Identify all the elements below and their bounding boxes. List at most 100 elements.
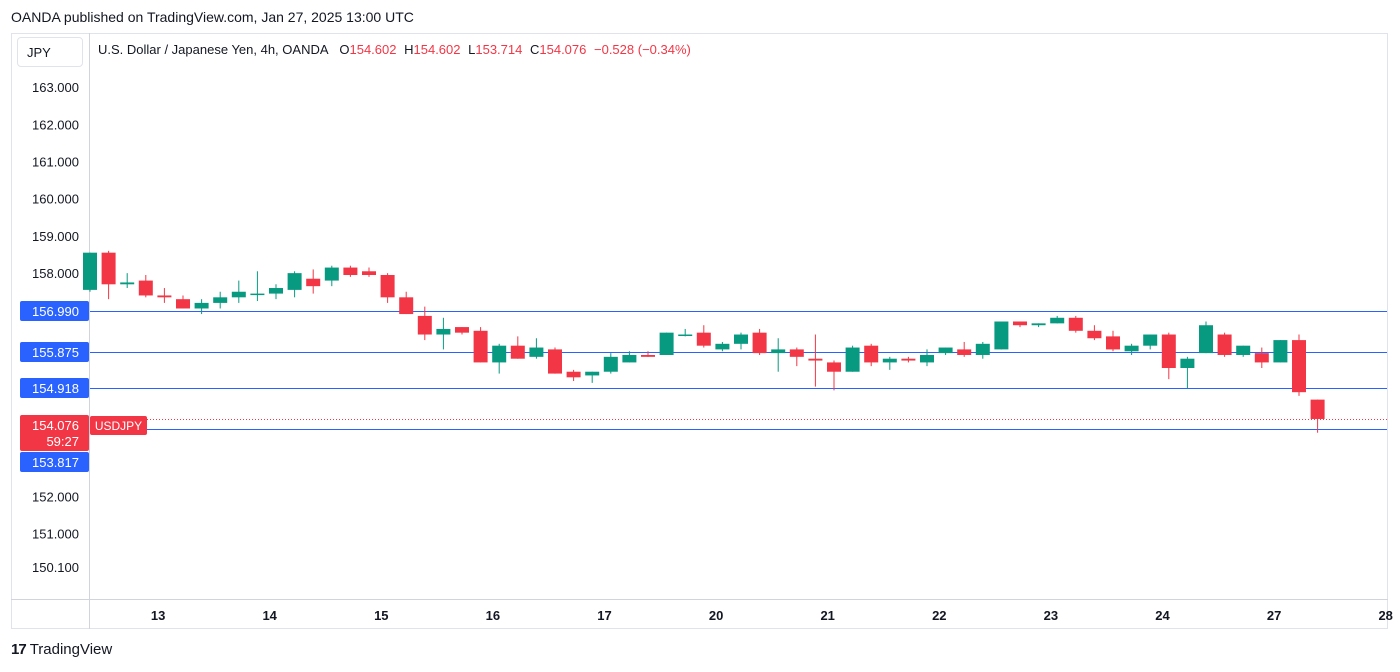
candle-up[interactable] [715, 343, 730, 350]
candle-up[interactable] [287, 273, 302, 290]
y-tick-label: 163.000 [32, 80, 79, 95]
candle-down[interactable] [566, 371, 581, 378]
candle-up[interactable] [1199, 325, 1213, 354]
candle-up[interactable] [1236, 345, 1251, 355]
candle-up[interactable] [771, 349, 786, 354]
legend-title: U.S. Dollar / Japanese Yen, 4h, OANDA [98, 42, 329, 57]
candle-down[interactable] [957, 349, 972, 355]
candle-up[interactable] [920, 354, 934, 363]
candle-down[interactable] [176, 299, 190, 309]
candle-down[interactable] [641, 354, 655, 357]
candle-up[interactable] [1143, 334, 1158, 346]
symbol-tag-label: USDJPY [95, 419, 142, 433]
candle-down[interactable] [138, 280, 153, 296]
candle-down[interactable] [1087, 330, 1102, 339]
candle-down[interactable] [696, 332, 711, 346]
candle-down[interactable] [1068, 317, 1083, 331]
candle-up[interactable] [1031, 323, 1046, 326]
candle-down[interactable] [455, 327, 469, 333]
candle-down[interactable] [399, 297, 414, 315]
candle-down[interactable] [752, 332, 767, 354]
candle-down[interactable] [548, 349, 562, 374]
candle-up[interactable] [1273, 340, 1288, 363]
candle-up[interactable] [231, 291, 246, 298]
candle-down[interactable] [157, 295, 172, 298]
legend-low-label: L [468, 42, 476, 57]
candle-down[interactable] [1310, 399, 1325, 419]
candle-down[interactable] [306, 278, 321, 287]
level-badge-label: 155.875 [32, 345, 79, 360]
candle-down[interactable] [1254, 353, 1269, 363]
level-badge[interactable] [20, 301, 89, 321]
candle-up[interactable] [659, 332, 674, 355]
symbol-tag[interactable] [90, 416, 147, 435]
countdown-timer: 59:27 [46, 434, 79, 449]
candle-up[interactable] [492, 345, 507, 363]
x-tick-label: 17 [597, 608, 611, 623]
x-tick-label: 16 [486, 608, 500, 623]
price-badges: 156.990 155.875 154.918 153.817 154.07659:27… [20, 301, 147, 472]
y-tick-label: 158.000 [32, 266, 79, 281]
candle-up[interactable] [994, 321, 1009, 350]
x-tick-label: 22 [932, 608, 946, 623]
y-tick-label: 150.100 [32, 560, 79, 575]
candle-up[interactable] [678, 334, 693, 337]
candle-down[interactable] [101, 252, 116, 285]
y-tick-label: 152.000 [32, 489, 79, 504]
footer-brand[interactable]: 17 TradingView [11, 641, 112, 658]
candle-up[interactable] [436, 328, 451, 335]
y-tick-label: 159.000 [32, 229, 79, 244]
candle-down[interactable] [864, 345, 879, 363]
candle-up[interactable] [845, 347, 860, 372]
level-badge[interactable] [20, 452, 89, 472]
current-price-badge[interactable] [20, 415, 89, 451]
x-tick-label: 20 [709, 608, 723, 623]
y-tick-label: 160.000 [32, 192, 79, 207]
candle-up[interactable] [975, 343, 990, 355]
legend-close-label: C [529, 42, 540, 57]
candle-down[interactable] [1013, 321, 1027, 326]
candle-down[interactable] [808, 358, 823, 361]
x-tick-label: 24 [1155, 608, 1170, 623]
candle-up[interactable] [882, 358, 897, 363]
candle-up[interactable] [269, 288, 283, 294]
candle-down[interactable] [827, 362, 841, 372]
candle-up[interactable] [324, 267, 339, 281]
candle-up[interactable] [1180, 358, 1195, 368]
candle-up[interactable] [1124, 345, 1139, 352]
candle-up[interactable] [734, 334, 748, 344]
level-badge-label: 153.817 [32, 455, 79, 470]
candle-up[interactable] [83, 252, 97, 290]
candle-down[interactable] [1292, 340, 1306, 393]
level-badge[interactable] [20, 378, 89, 398]
x-tick-label: 15 [374, 608, 388, 623]
candle-down[interactable] [789, 349, 804, 357]
candle-up[interactable] [120, 282, 135, 285]
candle-down[interactable] [362, 271, 376, 275]
brand-name: TradingView [29, 641, 113, 658]
candle-up[interactable] [213, 297, 228, 303]
candles [83, 250, 1325, 433]
candle-down[interactable] [1217, 334, 1232, 355]
candle-down[interactable] [510, 345, 525, 359]
candle-down[interactable] [473, 330, 488, 363]
legend-low-value: 153.714 [475, 42, 523, 57]
candle-down[interactable] [901, 358, 916, 361]
candle-down[interactable] [380, 275, 395, 298]
candle-up[interactable] [585, 371, 600, 376]
candle-up[interactable] [622, 354, 637, 363]
legend-close-value: 154.076 [539, 42, 587, 57]
candle-up[interactable] [529, 347, 544, 357]
candle-down[interactable] [1161, 334, 1176, 368]
candle-up[interactable] [603, 356, 618, 372]
currency-selector[interactable]: JPY [17, 37, 83, 67]
candle-down[interactable] [417, 315, 432, 335]
candle-down[interactable] [1106, 336, 1120, 350]
candle-up[interactable] [194, 302, 209, 309]
candle-down[interactable] [343, 267, 358, 275]
candle-up[interactable] [250, 293, 265, 296]
candle-up[interactable] [938, 347, 953, 354]
candle-up[interactable] [1050, 317, 1065, 324]
level-badge[interactable] [20, 342, 89, 362]
